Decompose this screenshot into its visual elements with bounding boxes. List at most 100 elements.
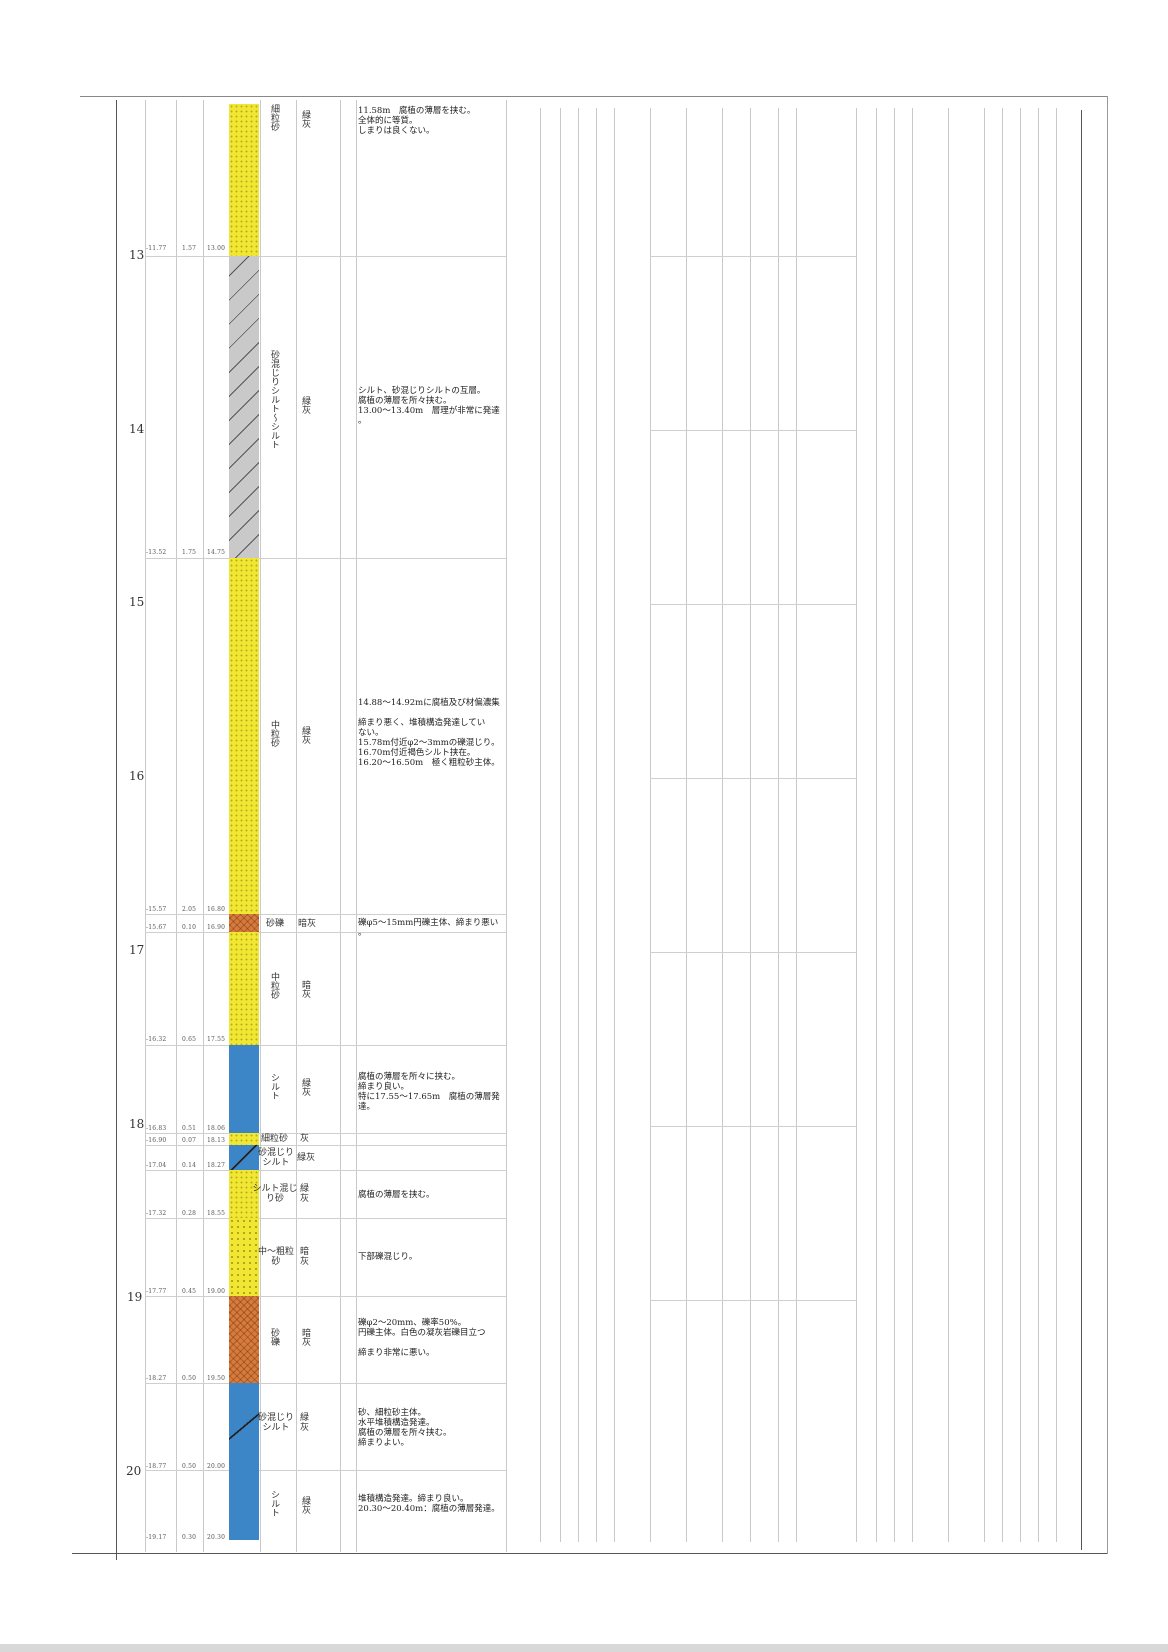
level-depth: 18.55 <box>207 1210 226 1217</box>
col-line-4 <box>260 100 261 1552</box>
grid-v <box>1020 108 1021 1542</box>
layer-description: 堆積構造発達。締まり良い。 20.30～20.40m：腐植の薄層発達。 <box>358 1494 500 1514</box>
level-elev: -18.27 <box>146 1375 167 1382</box>
layer-name: 中～粗粒砂 <box>258 1247 295 1267</box>
level-elev: -15.57 <box>146 906 167 913</box>
level-elev: -17.04 <box>146 1162 167 1169</box>
grid-v <box>894 108 895 1542</box>
layer-name: 中粒砂 <box>269 972 279 999</box>
grid-v <box>560 108 561 1542</box>
grid-v <box>578 108 579 1542</box>
boundary-line <box>145 1470 506 1471</box>
level-thick: 0.07 <box>182 1137 197 1144</box>
layer-silt-2 <box>229 1470 259 1540</box>
grid-v <box>1002 108 1003 1542</box>
layer-color: 緑灰 <box>300 1184 310 1204</box>
layer-name: シルト <box>269 1073 279 1100</box>
level-depth: 20.00 <box>207 1463 226 1470</box>
level-thick: 0.65 <box>182 1036 197 1043</box>
grid-v <box>650 108 651 1542</box>
layer-color: 緑灰 <box>300 1496 310 1514</box>
grid-h <box>650 1126 856 1127</box>
frame-left-line <box>116 100 117 1560</box>
level-depth: 16.80 <box>207 906 226 913</box>
level-depth: 18.27 <box>207 1162 226 1169</box>
boundary-line <box>145 932 506 933</box>
grid-v <box>796 108 797 1542</box>
boundary-line <box>145 1218 506 1219</box>
boundary-line <box>145 256 506 257</box>
grid-v <box>984 108 985 1542</box>
level-thick: 0.50 <box>182 1463 197 1470</box>
layer-name: シルト <box>269 1490 279 1517</box>
layer-silt <box>229 1045 259 1133</box>
layer-description: 11.58m 腐植の薄層を挟む。 全体的に等質。 しまりは良くない。 <box>358 106 476 136</box>
depth-tick: 20 <box>126 1464 142 1478</box>
layer-color: 暗灰 <box>300 980 310 998</box>
depth-tick: 19 <box>127 1290 143 1304</box>
layer-name: 細粒砂 <box>261 1134 289 1144</box>
layer-sandy-gravel-2 <box>229 1296 259 1383</box>
grid-v <box>856 108 857 1542</box>
grid-v <box>912 108 913 1542</box>
layer-description: 砂、細粒砂主体。 水平堆積構造発達。 腐植の薄層を所々挟む。 締まりよい。 <box>358 1408 452 1448</box>
layer-color: 暗灰 <box>300 1247 310 1267</box>
layer-sandy-silt-to-silt <box>229 256 259 558</box>
grid-v <box>686 108 687 1542</box>
layer-name: 中粒砂 <box>269 720 279 747</box>
layer-sandy-gravel <box>229 914 259 932</box>
level-elev: -19.17 <box>146 1534 167 1541</box>
level-depth: 19.00 <box>207 1288 226 1295</box>
boundary-line <box>145 914 506 915</box>
col-line-3 <box>203 100 204 1552</box>
level-thick: 1.75 <box>182 549 197 556</box>
grid-v <box>614 108 615 1542</box>
level-elev: -11.77 <box>146 245 167 252</box>
col-line-5 <box>296 100 297 1552</box>
depth-tick: 17 <box>129 943 145 957</box>
scan-edge <box>0 1644 1168 1652</box>
layer-sandy-silt-2 <box>229 1383 259 1470</box>
level-depth: 18.06 <box>207 1125 226 1132</box>
layer-fine-sand <box>229 104 259 256</box>
layer-medium-sand <box>229 558 259 914</box>
layer-color: 暗灰 <box>298 919 317 929</box>
layer-color: 緑灰 <box>300 396 310 414</box>
level-elev: -13.52 <box>146 549 167 556</box>
boundary-line <box>145 1170 506 1171</box>
layer-name: 砂混じりシルト～シルト <box>269 350 279 449</box>
level-depth: 17.55 <box>207 1036 226 1043</box>
layer-description: 礫φ5～15mm円礫主体、締まり悪い 。 <box>358 918 499 938</box>
frame-right-edge <box>1107 96 1108 1554</box>
layer-fine-sand-2 <box>229 1133 259 1145</box>
grid-v <box>876 108 877 1542</box>
depth-tick: 15 <box>129 595 145 609</box>
grid-h <box>650 778 856 779</box>
depth-tick: 18 <box>129 1117 145 1131</box>
grid-v <box>1038 108 1039 1542</box>
grid-v <box>540 108 541 1542</box>
grid-h <box>650 1300 856 1301</box>
col-line-6 <box>340 100 341 1552</box>
level-elev: -16.90 <box>146 1137 167 1144</box>
layer-color: 緑灰 <box>300 1078 310 1096</box>
grid-h <box>650 604 856 605</box>
layer-description: シルト、砂混じりシルトの互層。 腐植の薄層を所々挟む。 13.00～13.40m… <box>358 386 500 426</box>
layer-color: 緑灰 <box>300 110 310 128</box>
level-depth: 14.75 <box>207 549 226 556</box>
layer-color: 暗灰 <box>300 1328 310 1346</box>
level-depth: 18.13 <box>207 1137 226 1144</box>
layer-description: 礫φ2～20mm、礫率50%。 円礫主体。白色の凝灰岩礫目立つ 締まり非常に悪い… <box>358 1318 486 1358</box>
level-thick: 0.14 <box>182 1162 197 1169</box>
level-thick: 1.57 <box>182 245 197 252</box>
level-elev: -16.32 <box>146 1036 167 1043</box>
layer-name: 砂礫 <box>269 1328 279 1346</box>
level-elev: -17.32 <box>146 1210 167 1217</box>
level-elev: -16.83 <box>146 1125 167 1132</box>
frame-top-line <box>80 96 1108 97</box>
depth-tick: 13 <box>129 248 145 262</box>
level-depth: 20.30 <box>207 1534 226 1541</box>
level-elev: -17.77 <box>146 1288 167 1295</box>
layer-color: 灰 <box>300 1134 310 1144</box>
boundary-line <box>145 1383 506 1384</box>
